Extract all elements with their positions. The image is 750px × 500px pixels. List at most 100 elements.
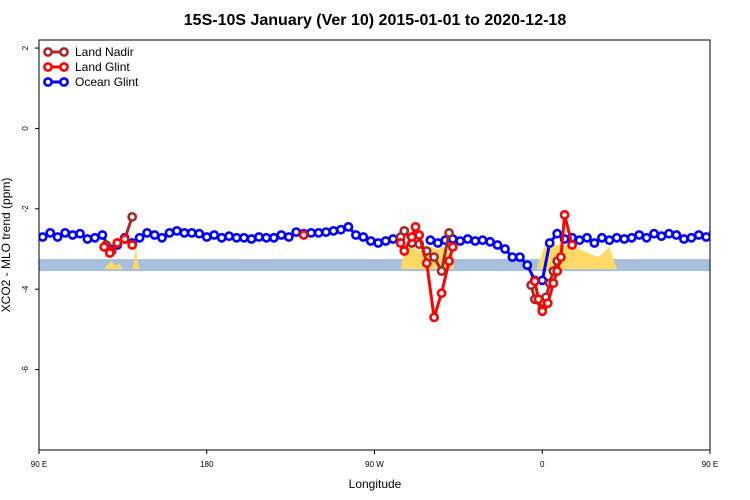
land-glint-point <box>298 230 309 240</box>
ocean-glint-point <box>60 227 70 238</box>
ocean-glint-point <box>619 234 630 244</box>
land-glint-point <box>533 294 544 305</box>
x-tick-label: 180 <box>200 460 214 469</box>
ocean-glint-point <box>134 232 145 243</box>
ocean-glint-point <box>611 232 622 243</box>
ocean-glint-point <box>373 238 384 248</box>
ocean-glint-point <box>328 225 339 236</box>
ocean-glint-point <box>321 227 331 237</box>
ocean-glint-point <box>582 232 592 243</box>
land-glint-point <box>104 248 115 258</box>
legend-marker-land-nadir <box>43 47 53 57</box>
land-glint-point <box>119 234 130 244</box>
ocean-glint-point <box>164 227 175 238</box>
x-tick-label: 90 E <box>702 460 718 469</box>
ocean-glint-point <box>82 234 93 244</box>
ocean-glint-point <box>194 228 205 239</box>
ocean-glint-point <box>671 230 682 240</box>
land-fill-patch <box>104 261 123 270</box>
ocean-glint-point <box>45 227 56 238</box>
ocean-glint-point <box>477 235 488 246</box>
land-glint-point <box>529 276 540 287</box>
y-tick-label: 0 <box>21 126 30 131</box>
land-nadir-point <box>436 266 447 276</box>
ocean-glint-point <box>589 238 600 248</box>
ocean-glint-point <box>500 244 510 254</box>
land-fill-patch <box>132 247 140 270</box>
y-tick-label: -4 <box>21 285 30 293</box>
ocean-glint-point <box>626 232 637 243</box>
land-glint-point <box>552 266 563 276</box>
x-tick-label: 90 W <box>365 460 384 469</box>
ocean-glint-point <box>388 234 398 244</box>
legend-marker-ocean-glint <box>43 77 53 87</box>
ocean-glint-point <box>313 227 324 238</box>
ocean-glint-point <box>142 227 152 238</box>
land-fill-patch <box>400 247 455 270</box>
ocean-glint-point <box>358 232 369 242</box>
ocean-glint-point <box>276 230 287 240</box>
land-glint-line <box>399 225 455 319</box>
land-glint-point <box>429 312 439 323</box>
ocean-glint-point <box>157 232 167 243</box>
y-tick-label: -6 <box>21 366 30 374</box>
land-glint-point <box>99 242 110 252</box>
land-nadir-point <box>127 211 138 222</box>
land-glint-point <box>559 209 570 220</box>
ocean-glint-point <box>544 238 555 248</box>
legend-marker-ocean-glint <box>59 77 69 87</box>
y-tick-label: 2 <box>21 45 30 50</box>
land-glint-point <box>406 232 417 242</box>
y-axis: 2 0 -2 -4 -6 <box>21 45 39 373</box>
ocean-glint-point <box>552 228 563 239</box>
ocean-glint-point <box>246 234 257 244</box>
ocean-glint-point <box>492 240 503 250</box>
ocean-glint-point <box>283 232 294 242</box>
legend-label-land-glint: Land Glint <box>75 60 130 74</box>
ocean-glint-point <box>597 232 607 243</box>
ocean-glint-point <box>522 260 533 270</box>
land-glint-point <box>395 238 406 248</box>
ocean-glint-point <box>239 232 249 243</box>
land-glint-point <box>410 221 421 232</box>
land-glint-point <box>444 256 454 266</box>
ocean-glint-point <box>693 230 704 240</box>
legend-marker-land-glint <box>43 62 53 72</box>
land-glint-point <box>537 306 548 317</box>
ocean-glint-point <box>224 231 234 242</box>
ocean-glint-point <box>507 252 518 262</box>
ocean-glint-point <box>733 230 740 237</box>
ocean-glint-point <box>75 228 85 239</box>
ocean-glint-point <box>97 230 108 240</box>
ocean-glint-point <box>365 236 376 246</box>
x-axis: 90 E 180 90 W 0 90 E <box>31 450 718 469</box>
ocean-glint-point <box>67 230 78 240</box>
ocean-glint-point <box>733 230 740 237</box>
land-glint-point <box>548 278 559 289</box>
ocean-glint-point <box>455 236 466 246</box>
ocean-glint-point <box>253 232 264 242</box>
ocean-glint-point <box>740 235 747 242</box>
land-nadir-point <box>444 227 454 238</box>
legend-label-land-nadir: Land Nadir <box>75 45 134 59</box>
y-axis-label: XCO2 - MLO trend (ppm) <box>0 178 13 313</box>
ocean-glint-point <box>343 221 354 232</box>
ocean-glint-point <box>656 231 667 242</box>
ocean-glint-line <box>736 231 750 245</box>
legend-marker-land-nadir <box>59 47 69 57</box>
ocean-glint-point <box>52 232 63 242</box>
land-glint-point <box>436 288 447 299</box>
ocean-glint-point <box>679 234 689 244</box>
land-glint-point <box>542 298 553 309</box>
land-nadir-point <box>429 252 439 262</box>
ocean-glint-point <box>171 225 182 236</box>
ocean-glint-point <box>335 224 346 235</box>
ocean-glint-point <box>201 232 212 242</box>
ocean-glint-point <box>574 235 585 246</box>
land-glint-point <box>421 258 432 268</box>
ocean-glint-point <box>350 230 361 240</box>
ocean-glint-point <box>291 227 302 237</box>
ocean-glint-point <box>380 236 391 246</box>
ocean-glint-point <box>708 229 710 237</box>
